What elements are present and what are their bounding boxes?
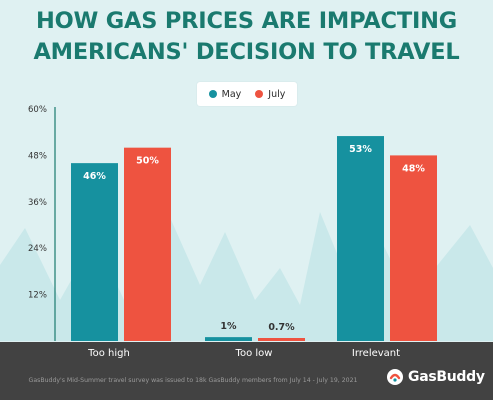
legend: May July xyxy=(197,82,297,106)
data-label-may-irrelevant: 53% xyxy=(349,144,372,155)
bar-july-irrelevant xyxy=(390,155,437,341)
y-axis: 12% 24% 36% 48% 60% xyxy=(28,105,56,341)
y-tick-label: 12% xyxy=(28,291,47,301)
footer-band xyxy=(0,342,493,400)
gasbuddy-logo-icon xyxy=(387,369,403,385)
y-tick-label: 48% xyxy=(28,151,47,161)
data-label-may-too-low: 1% xyxy=(220,321,237,332)
bar-july-too-high xyxy=(124,147,171,341)
data-label-july-too-high: 50% xyxy=(136,156,159,167)
y-tick-label: 24% xyxy=(28,244,47,254)
legend-label-may: May xyxy=(221,88,242,100)
bar-july-too-low xyxy=(258,338,305,341)
title-line-1: HOW GAS PRICES ARE IMPACTING xyxy=(35,8,458,34)
bar-may-too-low xyxy=(205,337,252,341)
category-label-too-low: Too low xyxy=(235,348,273,359)
data-label-may-too-high: 46% xyxy=(83,171,106,182)
legend-item-july: July xyxy=(255,89,285,100)
legend-swatch-may xyxy=(208,90,217,98)
bar-may-irrelevant xyxy=(337,136,384,341)
y-tick-label: 60% xyxy=(28,105,47,115)
y-tick-label: 36% xyxy=(28,198,47,208)
survey-footnote: GasBuddy's Mid-Summer travel survey was … xyxy=(28,377,358,384)
data-label-july-too-low: 0.7% xyxy=(268,322,295,333)
data-label-july-irrelevant: 48% xyxy=(402,163,425,174)
title-line-2: AMERICANS' DECISION TO TRAVEL xyxy=(33,39,460,65)
legend-swatch-july xyxy=(255,90,264,98)
data-labels-group: 46% 1% 53% 50% 0.7% 48% xyxy=(83,144,425,333)
category-label-irrelevant: Irrelevant xyxy=(351,348,401,359)
legend-label-july: July xyxy=(268,88,286,100)
category-label-too-high: Too high xyxy=(88,348,130,359)
brand-name: GasBuddy xyxy=(408,369,485,385)
brand-logo: GasBuddy xyxy=(386,367,485,387)
chart-title: HOW GAS PRICES ARE IMPACTING AMERICANS' … xyxy=(0,6,493,68)
bar-may-too-high xyxy=(71,163,118,341)
legend-item-may: May xyxy=(208,88,242,100)
bars-group xyxy=(71,136,437,341)
